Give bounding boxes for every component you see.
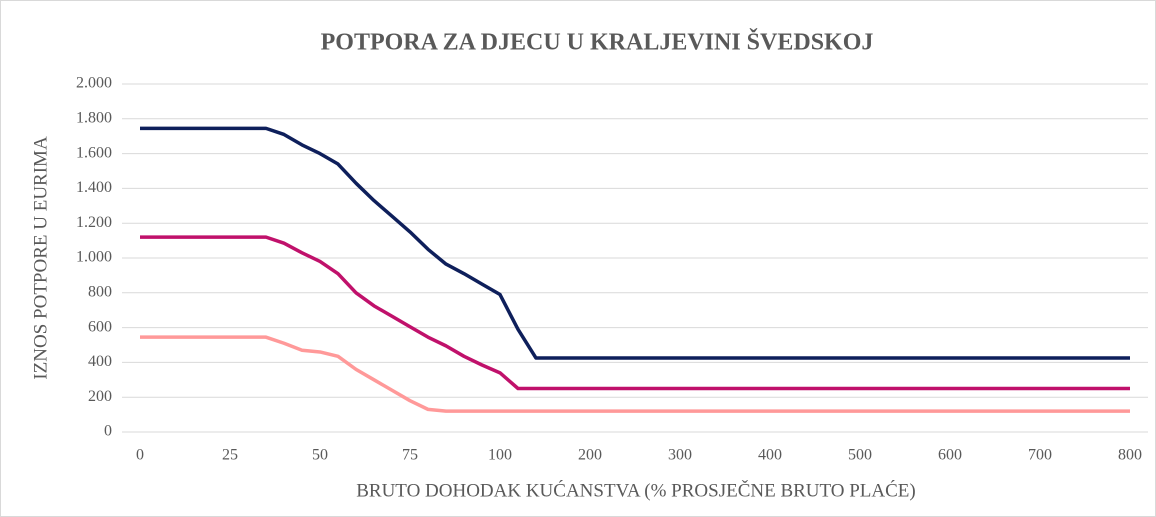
y-tick-label: 1.200 [76,214,112,231]
y-tick-label: 1.600 [76,144,112,161]
y-tick-label: 2.000 [76,75,112,92]
y-tick-label: 0 [104,423,112,440]
y-tick-label: 200 [88,388,112,405]
series-line [140,235,1130,391]
y-tick-label: 1.400 [76,179,112,196]
y-axis-label: IZNOS POTPORE U EURIMA [30,136,51,380]
chart-title: POTPORA ZA DJECU U KRALJEVINI ŠVEDSKOJ [321,29,874,56]
y-tick-label: 1.800 [76,109,112,126]
x-tick-label: 700 [1028,447,1052,464]
x-tick-label: 400 [758,447,782,464]
x-tick-label: 75 [402,447,418,464]
y-tick-label: 800 [88,283,112,300]
x-tick-label: 50 [312,447,328,464]
series-line [140,126,1130,360]
y-tick-label: 400 [88,353,112,370]
x-tick-label: 600 [938,447,962,464]
x-tick-label: 0 [136,447,144,464]
y-tick-label: 1.000 [76,249,112,266]
x-tick-label: 100 [488,447,512,464]
x-axis-label: BRUTO DOHODAK KUĆANSTVA (% PROSJEČNE BRU… [356,479,916,501]
series-line [140,335,1130,413]
x-tick-label: 800 [1118,447,1142,464]
x-tick-label: 200 [578,447,602,464]
x-tick-label: 25 [222,447,238,464]
x-tick-label: 300 [668,447,692,464]
y-tick-label: 600 [88,318,112,335]
x-tick-label: 500 [848,447,872,464]
